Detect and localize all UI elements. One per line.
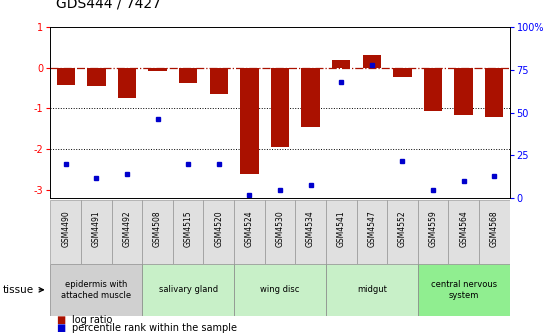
Text: GSM4564: GSM4564 bbox=[459, 210, 468, 247]
Text: GSM4530: GSM4530 bbox=[276, 210, 284, 247]
Text: GSM4492: GSM4492 bbox=[123, 210, 132, 247]
Bar bbox=[142, 200, 173, 264]
Text: epidermis with
attached muscle: epidermis with attached muscle bbox=[61, 280, 132, 299]
Text: GDS444 / 7427: GDS444 / 7427 bbox=[56, 0, 161, 10]
Bar bbox=[50, 200, 81, 264]
Bar bbox=[148, 68, 167, 71]
Bar bbox=[203, 200, 234, 264]
Text: GSM4568: GSM4568 bbox=[490, 210, 499, 247]
Bar bbox=[387, 200, 418, 264]
Bar bbox=[209, 68, 228, 94]
Bar bbox=[357, 200, 387, 264]
Bar bbox=[271, 68, 289, 147]
Text: ■: ■ bbox=[56, 315, 66, 325]
Text: GSM4559: GSM4559 bbox=[428, 210, 437, 247]
Bar bbox=[455, 68, 473, 115]
Bar bbox=[326, 264, 418, 316]
Bar bbox=[142, 264, 234, 316]
Bar bbox=[332, 60, 351, 68]
Text: GSM4508: GSM4508 bbox=[153, 210, 162, 247]
Text: central nervous
system: central nervous system bbox=[431, 280, 497, 299]
Bar bbox=[234, 200, 265, 264]
Bar bbox=[50, 264, 142, 316]
Text: GSM4534: GSM4534 bbox=[306, 210, 315, 247]
Bar bbox=[173, 200, 203, 264]
Bar bbox=[111, 200, 142, 264]
Text: GSM4490: GSM4490 bbox=[61, 210, 70, 247]
Text: GSM4491: GSM4491 bbox=[92, 210, 101, 247]
Text: GSM4552: GSM4552 bbox=[398, 210, 407, 247]
Text: GSM4515: GSM4515 bbox=[184, 210, 193, 247]
Bar bbox=[240, 68, 259, 174]
Text: midgut: midgut bbox=[357, 285, 387, 294]
Text: tissue: tissue bbox=[3, 285, 34, 295]
Bar bbox=[179, 68, 197, 83]
Text: wing disc: wing disc bbox=[260, 285, 300, 294]
Bar bbox=[363, 55, 381, 68]
Bar bbox=[485, 68, 503, 117]
Bar bbox=[265, 200, 295, 264]
Bar bbox=[326, 200, 357, 264]
Bar bbox=[87, 68, 105, 86]
Bar bbox=[418, 264, 510, 316]
Bar bbox=[301, 68, 320, 127]
Text: GSM4520: GSM4520 bbox=[214, 210, 223, 247]
Bar bbox=[449, 200, 479, 264]
Bar bbox=[295, 200, 326, 264]
Text: salivary gland: salivary gland bbox=[158, 285, 218, 294]
Text: GSM4541: GSM4541 bbox=[337, 210, 346, 247]
Bar bbox=[234, 264, 326, 316]
Bar bbox=[393, 68, 412, 77]
Bar bbox=[118, 68, 136, 98]
Text: ■: ■ bbox=[56, 323, 66, 333]
Text: GSM4547: GSM4547 bbox=[367, 210, 376, 247]
Bar bbox=[418, 200, 449, 264]
Text: log ratio: log ratio bbox=[72, 315, 112, 325]
Bar bbox=[479, 200, 510, 264]
Text: GSM4524: GSM4524 bbox=[245, 210, 254, 247]
Bar bbox=[81, 200, 111, 264]
Bar bbox=[57, 68, 75, 85]
Bar bbox=[424, 68, 442, 111]
Text: percentile rank within the sample: percentile rank within the sample bbox=[72, 323, 237, 333]
